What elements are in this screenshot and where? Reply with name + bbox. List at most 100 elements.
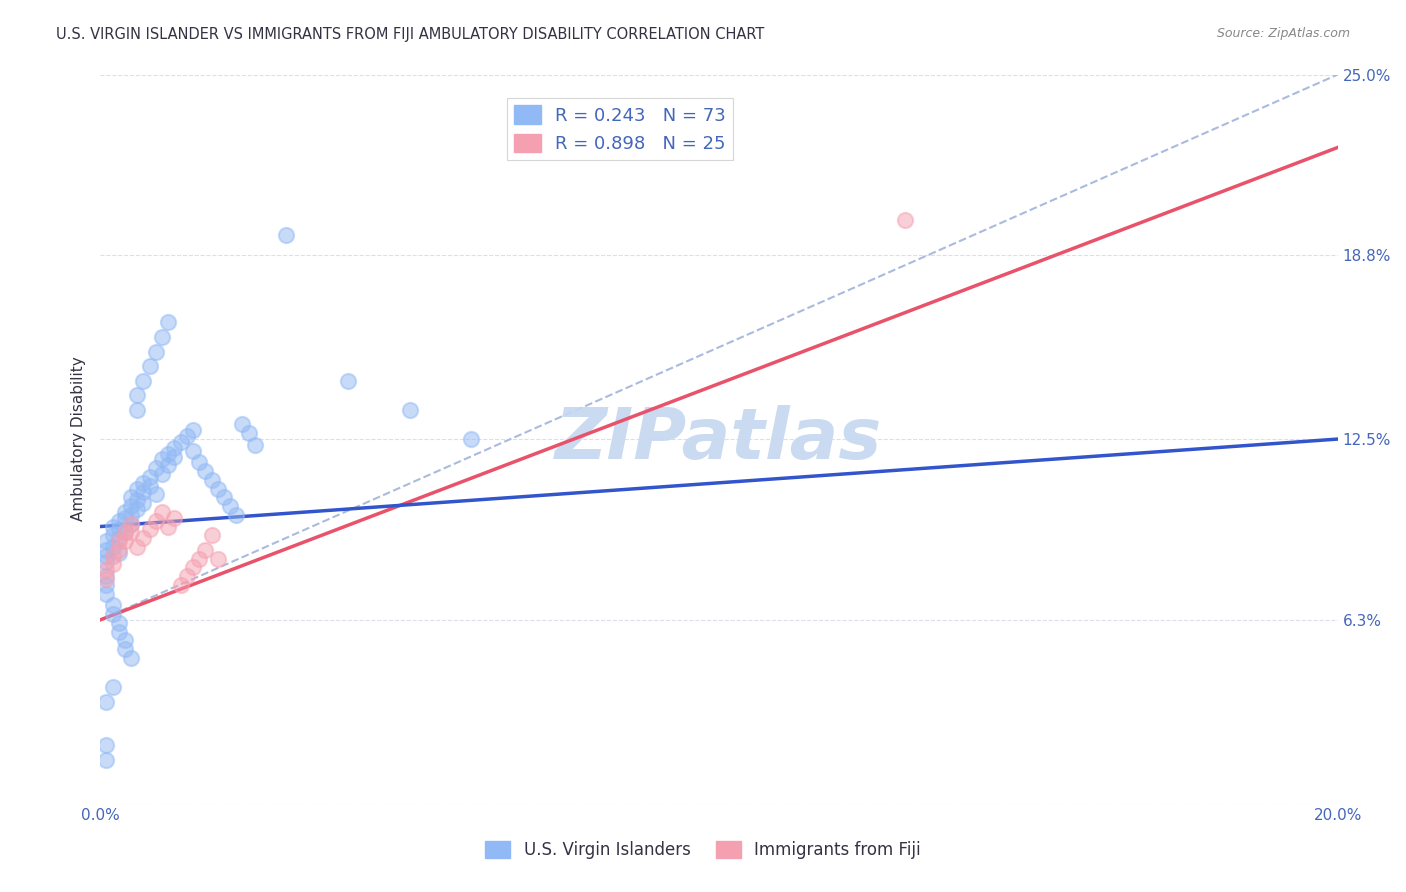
Point xyxy=(132,484,155,499)
Point xyxy=(188,455,211,469)
Point xyxy=(145,344,167,359)
Point xyxy=(127,403,149,417)
Point xyxy=(96,563,118,577)
Point xyxy=(169,434,191,449)
Y-axis label: Ambulatory Disability: Ambulatory Disability xyxy=(72,357,86,522)
Point xyxy=(163,441,186,455)
Point xyxy=(96,534,118,549)
Point xyxy=(893,213,915,227)
Point xyxy=(157,519,180,533)
Point xyxy=(238,426,260,441)
Point xyxy=(212,491,235,505)
Point xyxy=(101,519,124,533)
Point xyxy=(101,680,124,694)
Point xyxy=(132,496,155,510)
Point xyxy=(107,514,129,528)
Point xyxy=(96,542,118,557)
Text: ZIPatlas: ZIPatlas xyxy=(555,405,883,474)
Text: U.S. VIRGIN ISLANDER VS IMMIGRANTS FROM FIJI AMBULATORY DISABILITY CORRELATION C: U.S. VIRGIN ISLANDER VS IMMIGRANTS FROM … xyxy=(56,27,765,42)
Point xyxy=(150,505,173,519)
Point xyxy=(163,450,186,464)
Text: Source: ZipAtlas.com: Source: ZipAtlas.com xyxy=(1216,27,1350,40)
Point xyxy=(200,528,222,542)
Point xyxy=(145,514,167,528)
Point xyxy=(107,534,129,549)
Point xyxy=(101,558,124,572)
Point xyxy=(96,569,118,583)
Point xyxy=(120,499,142,513)
Legend: R = 0.243   N = 73, R = 0.898   N = 25: R = 0.243 N = 73, R = 0.898 N = 25 xyxy=(506,98,734,161)
Point xyxy=(138,470,160,484)
Point xyxy=(157,458,180,473)
Point xyxy=(145,461,167,475)
Point xyxy=(176,569,198,583)
Point xyxy=(127,388,149,402)
Point xyxy=(120,516,142,531)
Point xyxy=(150,467,173,481)
Point xyxy=(336,374,359,388)
Point xyxy=(176,429,198,443)
Point xyxy=(96,555,118,569)
Point xyxy=(107,531,129,545)
Point xyxy=(120,508,142,522)
Point xyxy=(101,540,124,554)
Point xyxy=(114,525,136,540)
Point xyxy=(132,531,155,545)
Point xyxy=(101,549,124,563)
Point xyxy=(114,642,136,657)
Point xyxy=(460,432,482,446)
Point xyxy=(120,516,142,531)
Point xyxy=(107,546,129,560)
Point xyxy=(96,739,118,753)
Point xyxy=(157,315,180,329)
Point xyxy=(194,542,217,557)
Point xyxy=(169,578,191,592)
Point xyxy=(96,694,118,708)
Point xyxy=(127,540,149,554)
Point xyxy=(225,508,247,522)
Point xyxy=(200,473,222,487)
Point xyxy=(101,528,124,542)
Legend: U.S. Virgin Islanders, Immigrants from Fiji: U.S. Virgin Islanders, Immigrants from F… xyxy=(479,834,927,866)
Point xyxy=(127,482,149,496)
Point xyxy=(96,753,118,767)
Point xyxy=(127,502,149,516)
Point xyxy=(150,452,173,467)
Point xyxy=(207,482,229,496)
Point xyxy=(181,423,204,437)
Point xyxy=(132,374,155,388)
Point xyxy=(138,359,160,373)
Point xyxy=(96,572,118,586)
Point xyxy=(96,578,118,592)
Point xyxy=(150,330,173,344)
Point xyxy=(194,464,217,478)
Point xyxy=(181,443,204,458)
Point xyxy=(96,549,118,563)
Point xyxy=(96,587,118,601)
Point xyxy=(107,624,129,639)
Point xyxy=(101,599,124,613)
Point xyxy=(188,551,211,566)
Point xyxy=(120,491,142,505)
Point xyxy=(101,607,124,621)
Point xyxy=(107,615,129,630)
Point xyxy=(181,560,204,574)
Point xyxy=(207,551,229,566)
Point xyxy=(274,227,297,242)
Point xyxy=(114,505,136,519)
Point xyxy=(127,493,149,508)
Point xyxy=(138,523,160,537)
Point xyxy=(107,523,129,537)
Point xyxy=(231,417,253,432)
Point xyxy=(107,542,129,557)
Point xyxy=(145,487,167,501)
Point xyxy=(398,403,420,417)
Point xyxy=(163,511,186,525)
Point xyxy=(138,479,160,493)
Point xyxy=(114,511,136,525)
Point xyxy=(114,525,136,540)
Point xyxy=(132,475,155,490)
Point xyxy=(114,633,136,648)
Point xyxy=(157,447,180,461)
Point xyxy=(219,499,242,513)
